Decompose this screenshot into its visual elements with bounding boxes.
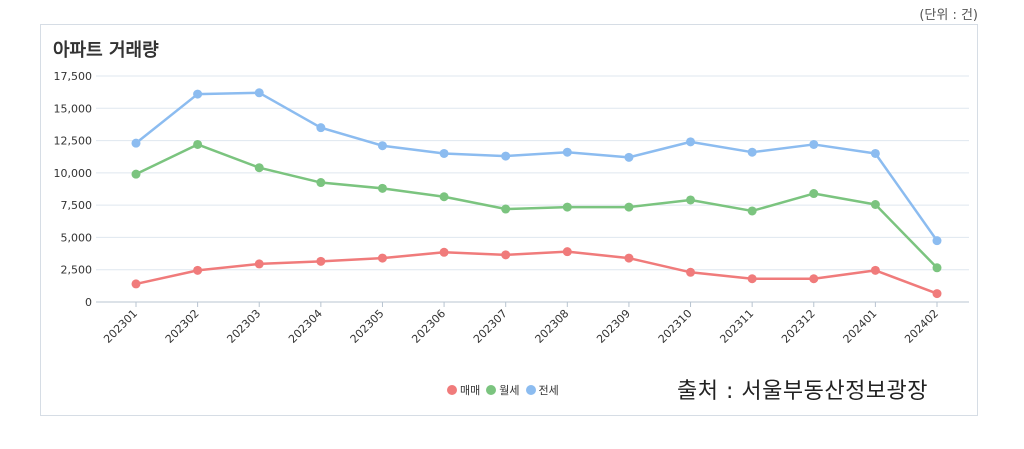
x-tick-label: 202402 <box>902 307 941 346</box>
data-point <box>193 139 203 149</box>
legend-marker <box>486 385 497 395</box>
data-point <box>131 169 141 179</box>
data-point <box>562 147 572 157</box>
data-point <box>747 147 757 157</box>
data-point <box>624 202 634 212</box>
x-tick-label: 202310 <box>656 307 695 346</box>
x-tick-label: 202305 <box>348 307 387 346</box>
data-point <box>747 206 757 216</box>
legend-label: 매매 <box>460 384 481 397</box>
data-point <box>439 192 449 202</box>
data-point <box>747 274 757 284</box>
data-point <box>316 123 326 133</box>
legend-item: 전세 <box>525 382 559 398</box>
data-point <box>501 151 511 161</box>
y-tick-label: 5,000 <box>61 231 93 244</box>
data-point <box>870 265 880 275</box>
chart-container: 아파트 거래량 0 2,500 5,000 7,500 10,000 12,500 15,0… <box>40 24 978 416</box>
data-point <box>562 247 572 257</box>
line-chart: 0 2,500 5,000 7,500 10,000 12,500 15,000 17,500… <box>54 70 969 346</box>
data-point <box>254 88 264 98</box>
legend-item: 매매 <box>447 382 480 398</box>
data-point <box>377 253 387 263</box>
data-point <box>131 279 141 289</box>
data-point <box>809 189 819 199</box>
y-tick-label: 10,000 <box>54 167 93 180</box>
data-point <box>870 148 880 158</box>
x-tick-label: 202307 <box>471 307 510 346</box>
data-point <box>809 139 819 149</box>
data-point <box>562 202 572 212</box>
data-point <box>501 204 511 214</box>
chart-legend: 매매 월세 전세 <box>447 382 559 398</box>
data-point <box>316 256 326 266</box>
y-tick-label: 7,500 <box>61 199 93 212</box>
data-point <box>686 267 696 277</box>
data-point <box>932 236 942 246</box>
data-point <box>624 253 634 263</box>
series-line <box>135 250 938 295</box>
y-tick-label: 2,500 <box>61 264 93 277</box>
y-tick-label: 17,500 <box>54 70 93 83</box>
legend-marker <box>447 385 457 395</box>
series-line <box>135 143 938 269</box>
x-tick-label: 202309 <box>594 307 633 346</box>
data-point <box>316 178 326 188</box>
x-tick-label: 202312 <box>779 307 818 346</box>
data-point <box>254 259 264 269</box>
unit-note: (단위 : 건) <box>919 8 978 23</box>
data-point <box>624 152 634 162</box>
data-point <box>131 138 141 148</box>
data-point <box>686 195 696 205</box>
data-point <box>932 289 942 299</box>
data-point <box>254 163 264 173</box>
x-tick-label: 202306 <box>409 307 448 346</box>
data-point <box>686 137 696 147</box>
data-point <box>377 183 387 193</box>
data-point <box>193 265 203 275</box>
legend-marker <box>525 385 536 395</box>
legend-item: 월세 <box>486 382 520 398</box>
source-note: 출처 : 서울부동산정보광장 <box>677 379 929 404</box>
y-tick-label: 15,000 <box>54 102 93 115</box>
x-tick-label: 202303 <box>224 307 263 346</box>
chart-title: 아파트 거래량 <box>53 40 159 61</box>
x-tick-label: 202302 <box>163 307 202 346</box>
data-point <box>193 89 203 99</box>
x-tick-label: 202401 <box>841 307 880 346</box>
y-tick-label: 12,500 <box>54 135 93 148</box>
x-tick-label: 202308 <box>533 307 572 346</box>
data-point <box>439 148 449 158</box>
data-point <box>439 247 449 257</box>
legend-label: 월세 <box>499 384 520 397</box>
data-point <box>377 141 387 151</box>
x-tick-label: 202301 <box>101 307 140 346</box>
data-point <box>809 274 819 284</box>
y-tick-label: 0 <box>85 296 92 309</box>
x-tick-label: 202311 <box>717 307 756 346</box>
x-tick-label: 202304 <box>286 307 325 346</box>
data-point <box>870 199 880 209</box>
legend-label: 전세 <box>538 384 559 397</box>
series-line <box>135 91 939 242</box>
data-point <box>932 263 942 273</box>
data-point <box>501 250 511 260</box>
